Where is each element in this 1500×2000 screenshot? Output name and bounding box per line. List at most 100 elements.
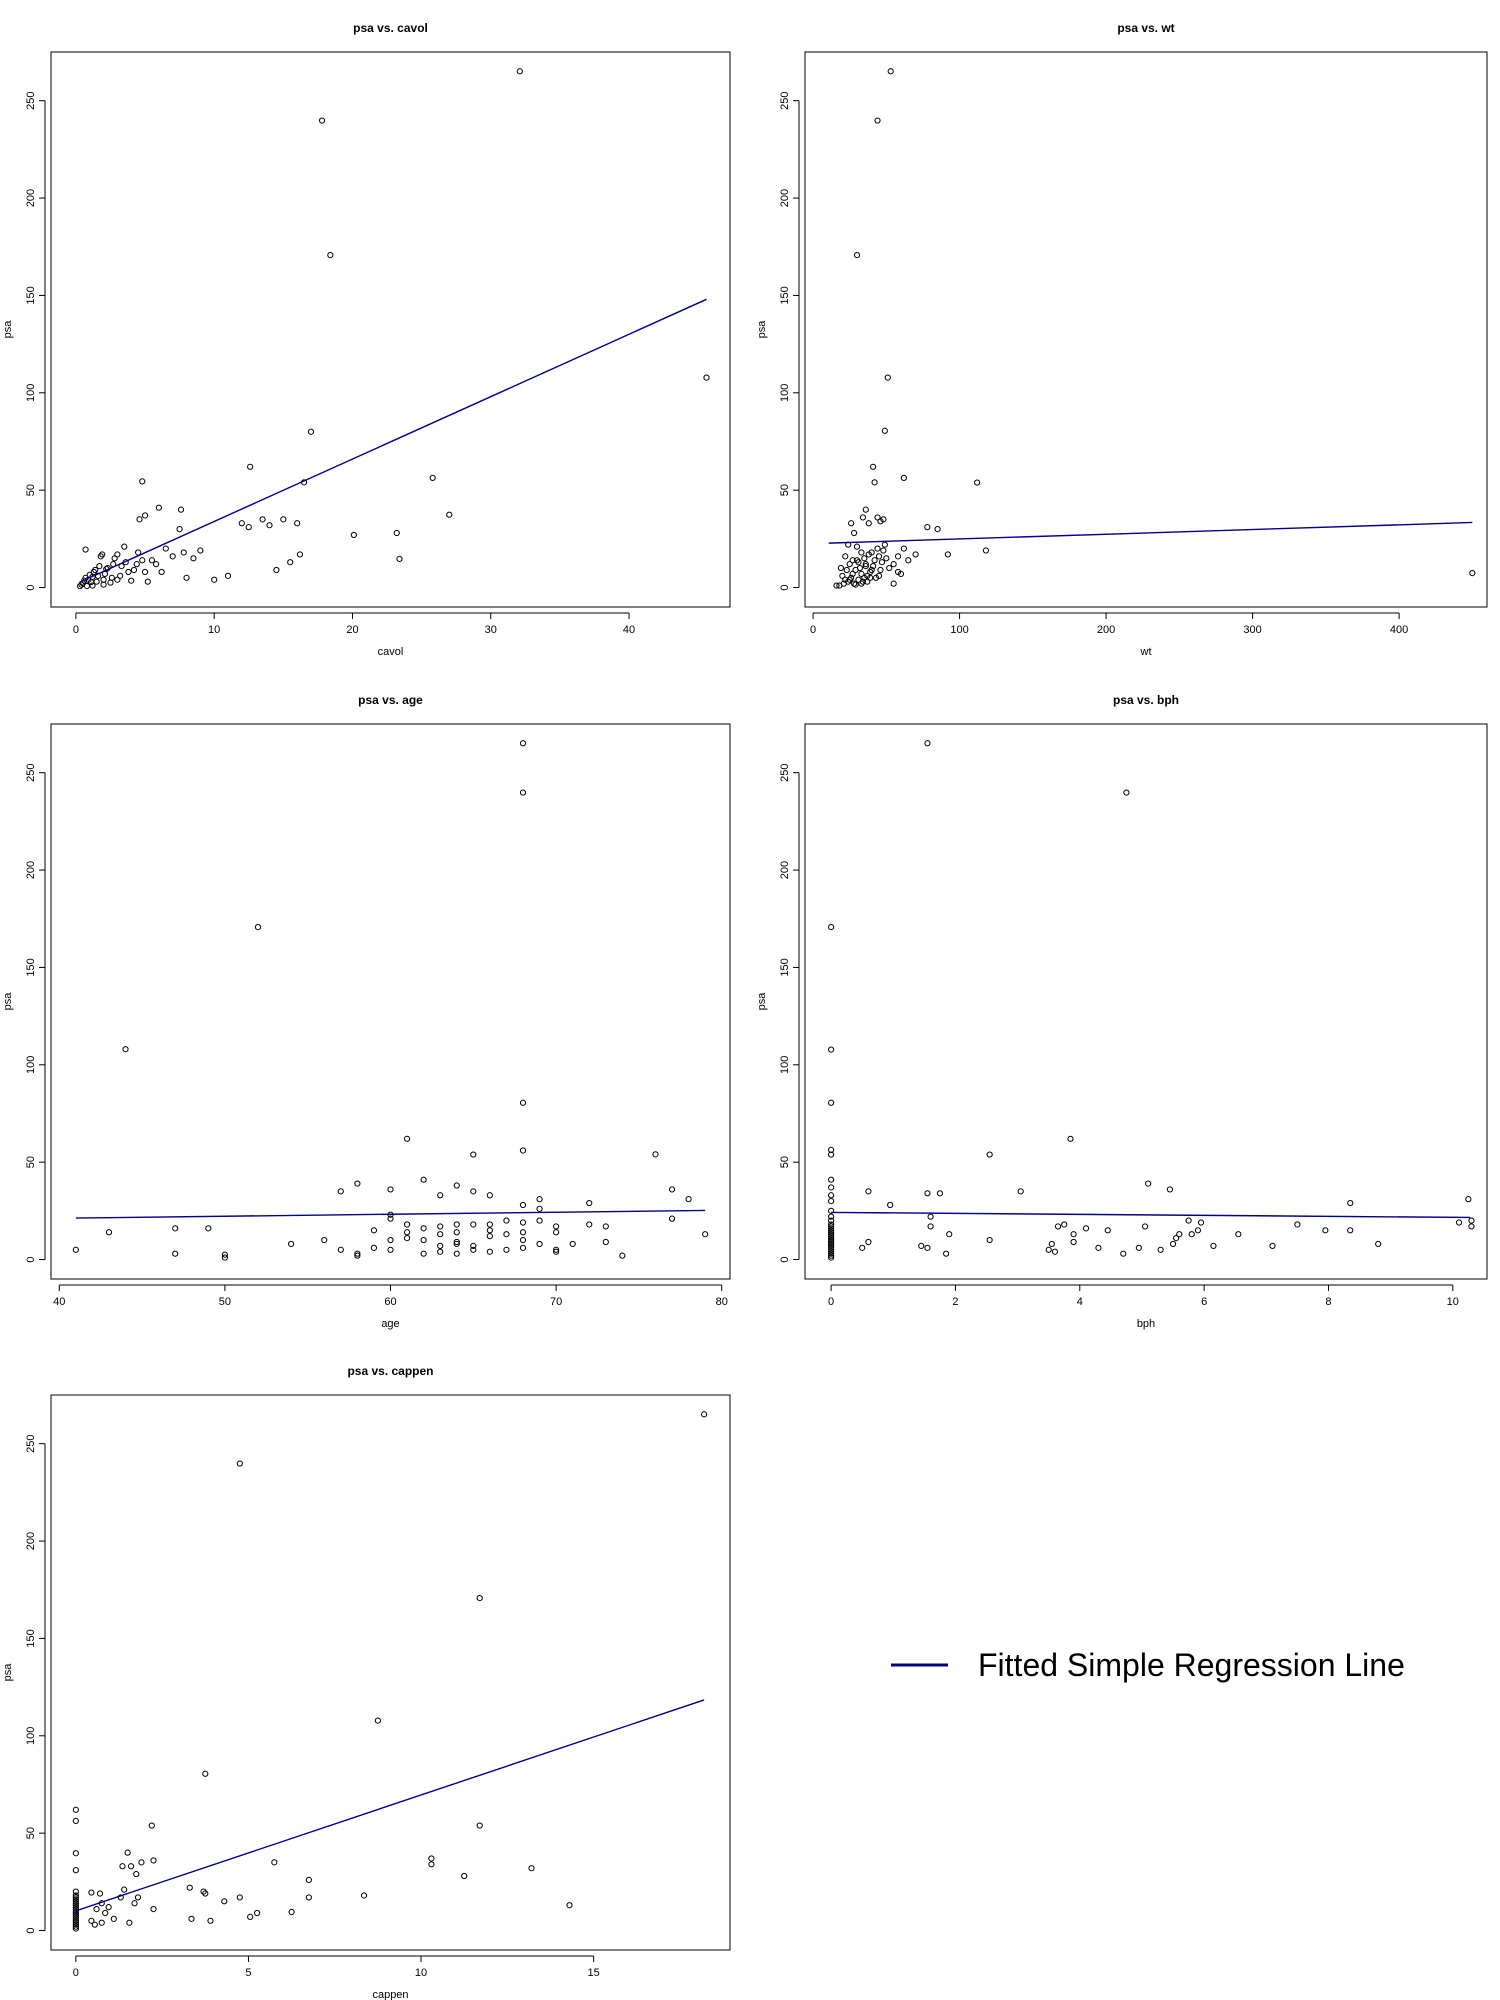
data-point	[905, 557, 912, 564]
x-tick-label: 2	[952, 1296, 958, 1308]
data-point	[833, 582, 840, 589]
data-point	[837, 564, 844, 572]
plot-title: psa vs. cappen	[347, 1364, 433, 1378]
data-point	[924, 1190, 931, 1197]
data-point	[202, 1770, 209, 1777]
data-point	[828, 1236, 835, 1244]
data-point	[177, 506, 185, 513]
x-tick-label: 10	[415, 1967, 427, 1979]
data-point	[974, 479, 981, 486]
data-point	[98, 1919, 105, 1926]
scatter-panel-2: psa vs. wt 0 100 200 300 400 wt 0 50 100 150 200 250…	[756, 21, 1488, 658]
data-point	[108, 574, 115, 581]
y-tick-label: 50	[25, 1827, 37, 1839]
data-point	[354, 1250, 361, 1257]
data-point	[72, 1892, 79, 1899]
data-point	[828, 1231, 835, 1238]
y-tick-label: 250	[779, 92, 791, 110]
data-point	[850, 529, 858, 537]
data-point	[586, 1221, 593, 1228]
data-point	[176, 526, 183, 533]
data-point	[247, 1913, 254, 1920]
data-point	[883, 555, 890, 562]
data-point	[150, 1857, 157, 1864]
data-point	[224, 572, 232, 579]
data-point	[1194, 1227, 1202, 1234]
data-point	[528, 1865, 535, 1872]
data-point	[461, 1872, 468, 1880]
data-point	[870, 463, 877, 470]
data-point	[862, 563, 869, 570]
data-point	[148, 1822, 155, 1829]
data-point	[652, 1151, 659, 1158]
data-point	[437, 1242, 444, 1249]
data-point	[880, 516, 887, 523]
y-tick-label: 0	[25, 584, 37, 590]
data-point	[536, 1196, 543, 1203]
data-point	[288, 1908, 295, 1916]
data-point	[121, 1886, 128, 1893]
data-point	[72, 1921, 79, 1928]
data-point	[354, 1252, 361, 1259]
data-point	[148, 557, 156, 564]
data-point	[354, 1180, 361, 1187]
data-point	[944, 551, 951, 558]
data-point	[864, 578, 871, 585]
data-point	[117, 1894, 124, 1901]
data-point	[453, 1229, 460, 1236]
data-point	[453, 1250, 460, 1257]
data-point	[519, 1099, 527, 1106]
data-point	[180, 549, 187, 556]
y-tick-label: 200	[25, 1532, 37, 1550]
data-point	[403, 1135, 411, 1142]
data-point	[1347, 1199, 1354, 1207]
data-point	[828, 1151, 835, 1158]
legend: Fitted Simple Regression Line	[891, 1647, 1405, 1683]
data-point	[280, 516, 287, 523]
data-point	[881, 541, 888, 548]
data-point	[828, 1225, 835, 1232]
data-point	[828, 1221, 835, 1228]
data-point	[122, 1046, 129, 1053]
data-point	[828, 1198, 835, 1205]
data-point	[1082, 1225, 1090, 1232]
data-point	[868, 566, 875, 574]
data-point	[503, 1217, 510, 1224]
data-point	[114, 551, 121, 558]
data-point	[305, 1894, 312, 1901]
x-tick-label: 60	[384, 1296, 396, 1308]
x-tick-label: 0	[73, 1967, 79, 1979]
data-point	[668, 1186, 676, 1193]
data-point	[839, 572, 846, 579]
regression-line	[828, 521, 1473, 544]
data-point	[1070, 1238, 1077, 1246]
data-point	[702, 1231, 709, 1238]
y-tick-label: 150	[779, 958, 791, 976]
data-point	[287, 559, 294, 566]
data-point	[1465, 1196, 1472, 1203]
data-point	[877, 566, 884, 574]
data-point	[446, 511, 453, 518]
plot-frame	[50, 723, 731, 1280]
data-point	[296, 551, 304, 558]
legend-label: Fitted Simple Regression Line	[978, 1647, 1405, 1683]
data-point	[337, 1246, 344, 1253]
data-point	[1468, 1223, 1475, 1230]
data-point	[89, 582, 96, 589]
data-point	[121, 543, 128, 550]
data-point	[72, 1906, 79, 1913]
data-point	[72, 1246, 79, 1253]
data-point	[703, 374, 710, 381]
data-point	[870, 563, 877, 570]
data-point	[890, 580, 897, 587]
data-point	[486, 1221, 493, 1228]
data-point	[865, 1188, 872, 1195]
data-point	[152, 561, 160, 568]
scatter-panel-5: psa vs. cappen 0 5 10 15 cappen 0 50 100 150 200 25…	[2, 1364, 731, 2000]
data-point	[519, 1229, 527, 1236]
data-point	[887, 1201, 894, 1209]
x-axis-label: cappen	[372, 1989, 408, 2000]
data-point	[536, 1240, 543, 1248]
x-tick-label: 30	[485, 624, 497, 636]
